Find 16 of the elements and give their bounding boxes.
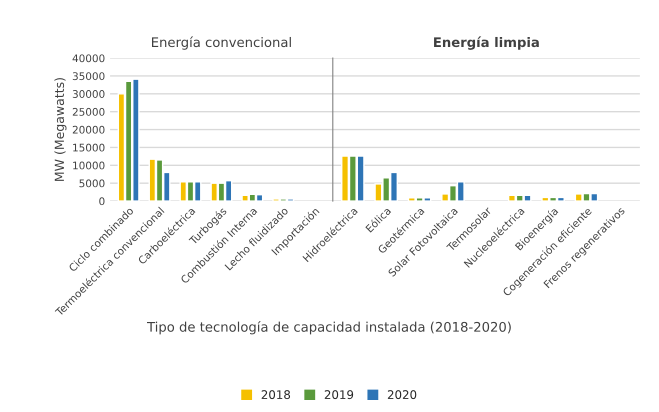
x-axis-title: Tipo de tecnología de capacidad instalada (2018-2020): [147, 321, 511, 334]
y-tick-label: 0: [99, 197, 104, 206]
y-tick-label: 15000: [73, 144, 104, 152]
y-tick-label: 35000: [72, 72, 104, 80]
y-tick-label: 5000: [79, 179, 104, 188]
chart-title: Energía convencional: [152, 36, 291, 50]
y-tick-label: 40000: [72, 54, 104, 62]
y-tick-label: 20000: [72, 126, 104, 134]
legend-label: 2018: [262, 390, 290, 400]
y-axis-title: MW (Megawatts): [54, 78, 66, 181]
legend-label: 2019: [324, 390, 354, 400]
chart-title: Energía limpia: [434, 36, 539, 50]
y-tick-label: 25000: [72, 108, 104, 116]
legend-label: 2020: [388, 390, 416, 400]
y-tick-label: 10000: [73, 162, 104, 170]
y-tick-label: 30000: [72, 90, 104, 98]
